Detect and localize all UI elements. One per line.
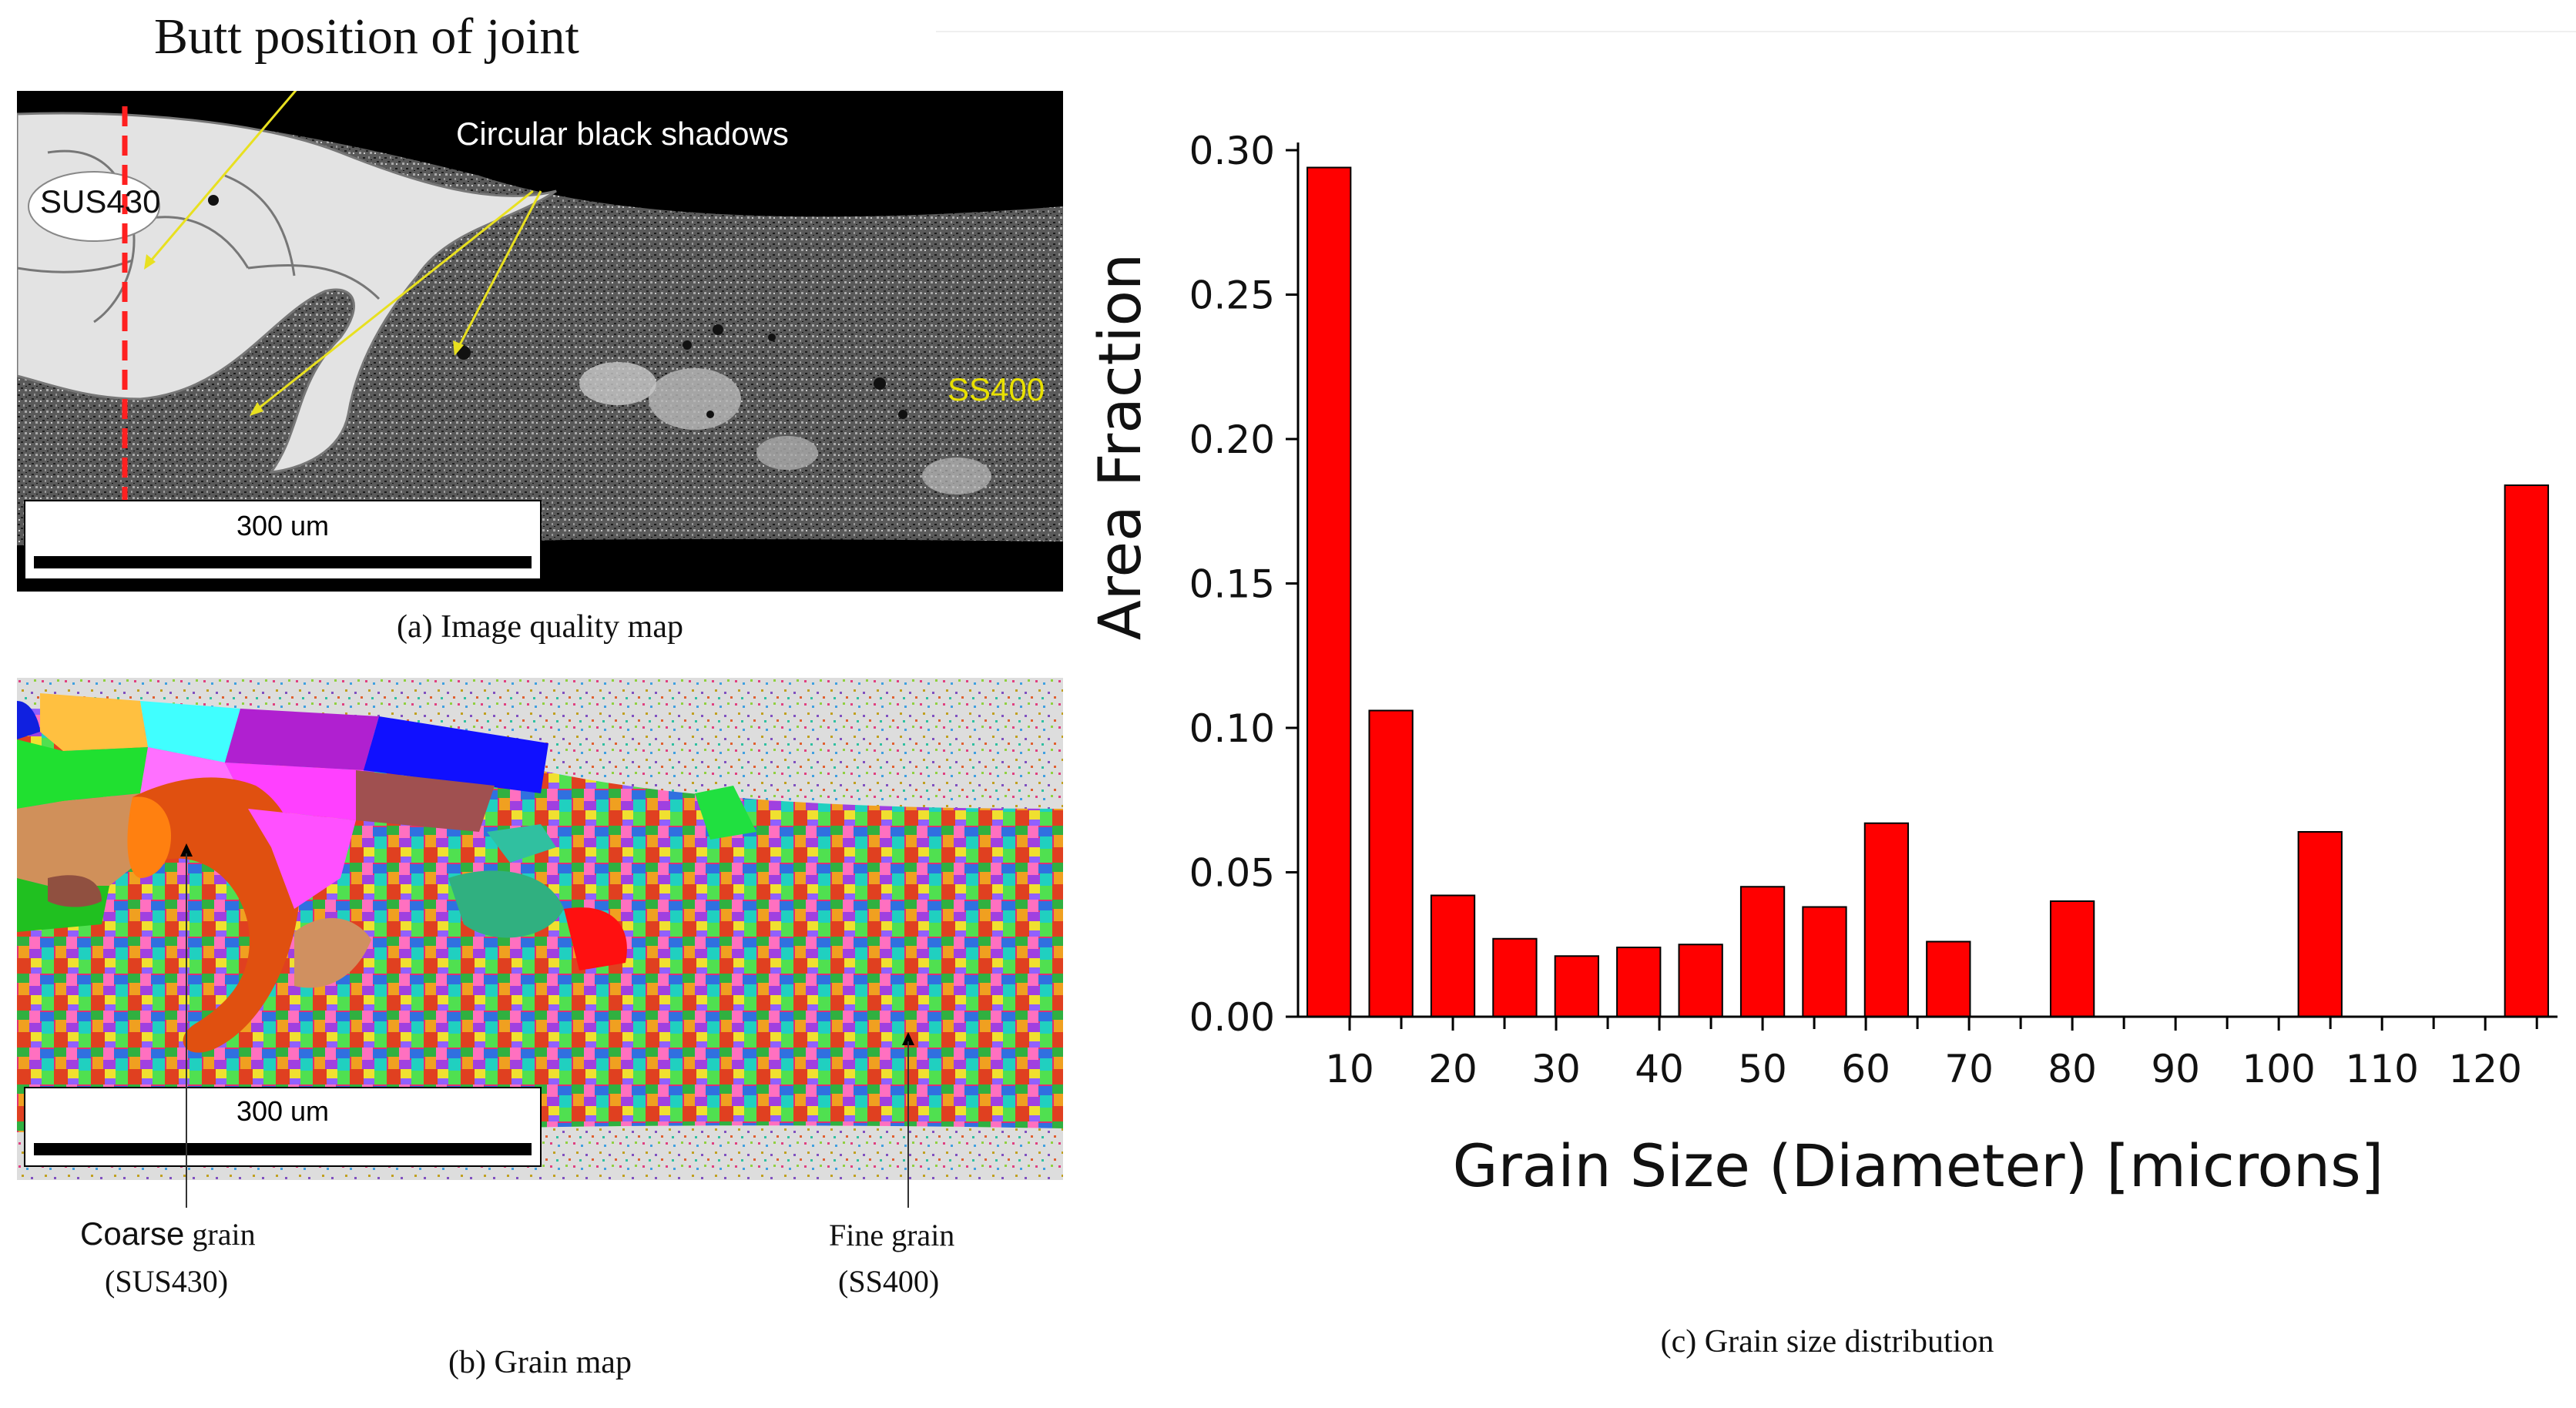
y-tick-label: 0.15 (1189, 562, 1275, 607)
y-axis-label: Area Fraction (1085, 253, 1154, 640)
y-tick-label: 0.00 (1189, 995, 1275, 1040)
x-tick-label: 40 (1635, 1047, 1684, 1091)
bar (1306, 166, 1352, 1017)
x-tick-label: 10 (1325, 1047, 1374, 1091)
y-tick-label: 0.20 (1189, 417, 1275, 462)
x-tick-label: 100 (2242, 1047, 2315, 1091)
bar (1554, 955, 1599, 1017)
coarse-rest: grain (184, 1217, 256, 1252)
caption-b: (b) Grain map (448, 1345, 632, 1380)
x-tick-label: 30 (1531, 1047, 1581, 1091)
x-axis-label: Grain Size (Diameter) [microns] (1453, 1131, 2384, 1200)
x-tick-label: 50 (1738, 1047, 1787, 1091)
bar (2504, 484, 2549, 1017)
bar (1926, 940, 1971, 1017)
bar (1739, 886, 1786, 1017)
bar (1863, 822, 1910, 1017)
x-tick-label: 80 (2048, 1047, 2097, 1091)
bar (2297, 831, 2343, 1017)
bar (2049, 900, 2095, 1017)
x-tick-label: 120 (2448, 1047, 2521, 1091)
bar (1430, 894, 1476, 1017)
ss400-label: SS400 (948, 371, 1045, 407)
fine-material: (SS400) (838, 1264, 940, 1299)
y-tick-label: 0.05 (1189, 851, 1275, 896)
coarse-material: (SUS430) (105, 1264, 229, 1299)
image-quality-map (17, 91, 1063, 592)
x-tick-label: 70 (1944, 1047, 1994, 1091)
scale-bar-label-a: 300 um (236, 510, 330, 541)
x-tick-label: 90 (2151, 1047, 2200, 1091)
bar (1678, 944, 1723, 1017)
bar (1492, 937, 1538, 1017)
caption-a: (a) Image quality map (396, 609, 683, 645)
circular-shadows-label: Circular black shadows (456, 116, 789, 152)
bar (1802, 906, 1847, 1017)
y-tick-label: 0.30 (1189, 129, 1275, 173)
bar (1616, 947, 1662, 1017)
sus430-label: SUS430 (40, 183, 161, 220)
grain-map (17, 678, 1063, 1180)
y-tick-label: 0.25 (1189, 273, 1275, 318)
pointer-lines (186, 1180, 909, 1208)
caption-c: (c) Grain size distribution (1660, 1324, 1994, 1359)
coarse-word: Coarse (80, 1215, 185, 1252)
grain-size-chart: Area Fraction Grain Size (Diameter) [mic… (1085, 129, 2558, 1200)
butt-position-title: Butt position of joint (154, 8, 579, 65)
x-tick-label: 20 (1428, 1047, 1478, 1091)
scale-bar-label-b: 300 um (236, 1095, 330, 1127)
fine-grain-label: Fine grain (829, 1218, 955, 1252)
x-tick-label: 110 (2345, 1047, 2418, 1091)
y-tick-label: 0.10 (1189, 706, 1275, 751)
chart-top-rule (936, 31, 2576, 32)
x-tick-label: 60 (1841, 1047, 1890, 1091)
coarse-grain-label: Coarse grain (80, 1215, 256, 1252)
bar (1368, 709, 1414, 1017)
